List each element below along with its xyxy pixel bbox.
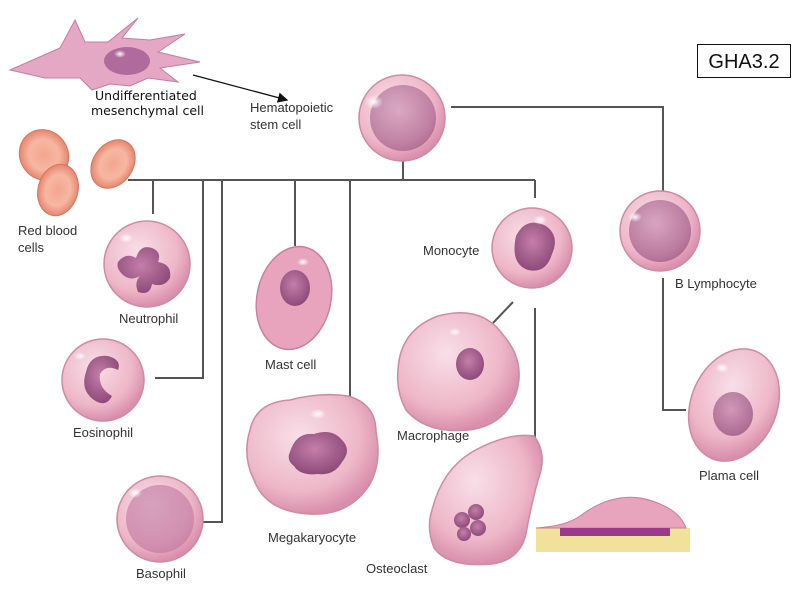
osteoclast-label: Osteoclast [366,561,428,576]
neutrophil-cell [103,220,191,308]
monocyte-cell [491,207,573,289]
figure-code-box: GHA3.2 [697,44,791,78]
red-blood-cells [18,129,136,217]
eosinophil-cell [61,338,145,422]
lineage-connectors [128,106,686,523]
b-lymphocyte-cell [619,190,701,272]
rbc-label-line1: Red blood [18,223,78,238]
neutrophil-label: Neutrophil [119,311,179,326]
mesenchymal-label-line2: mesenchymal cell [91,103,204,118]
mast-cell-label: Mast cell [265,357,317,372]
basophil-label: Basophil [136,566,186,581]
macrophage-label: Macrophage [397,428,470,443]
macrophage-cell [396,312,520,432]
mesenchymal-cell [8,17,201,91]
mast-cell [255,245,333,351]
plasma-cell-label: Plama cell [699,468,759,483]
hsc-label-line1: Hematopoietic [250,100,334,115]
basophil-cell [116,475,204,563]
mesenchymal-label-line1: Undifferentiated [95,88,197,103]
megakaryocyte-cell [246,393,379,515]
plasma-cell [687,348,781,462]
hematopoietic-stem-cell [358,74,446,162]
monocyte-label: Monocyte [423,243,480,258]
rbc-label-line2: cells [18,240,45,255]
megakaryocyte-label: Megakaryocyte [268,530,357,545]
osteoclast-cell [428,434,690,566]
hsc-label-line2: stem cell [250,117,302,132]
b-lymphocyte-label: B Lymphocyte [675,276,757,291]
differentiation-arrow [192,74,289,103]
eosinophil-label: Eosinophil [73,425,133,440]
